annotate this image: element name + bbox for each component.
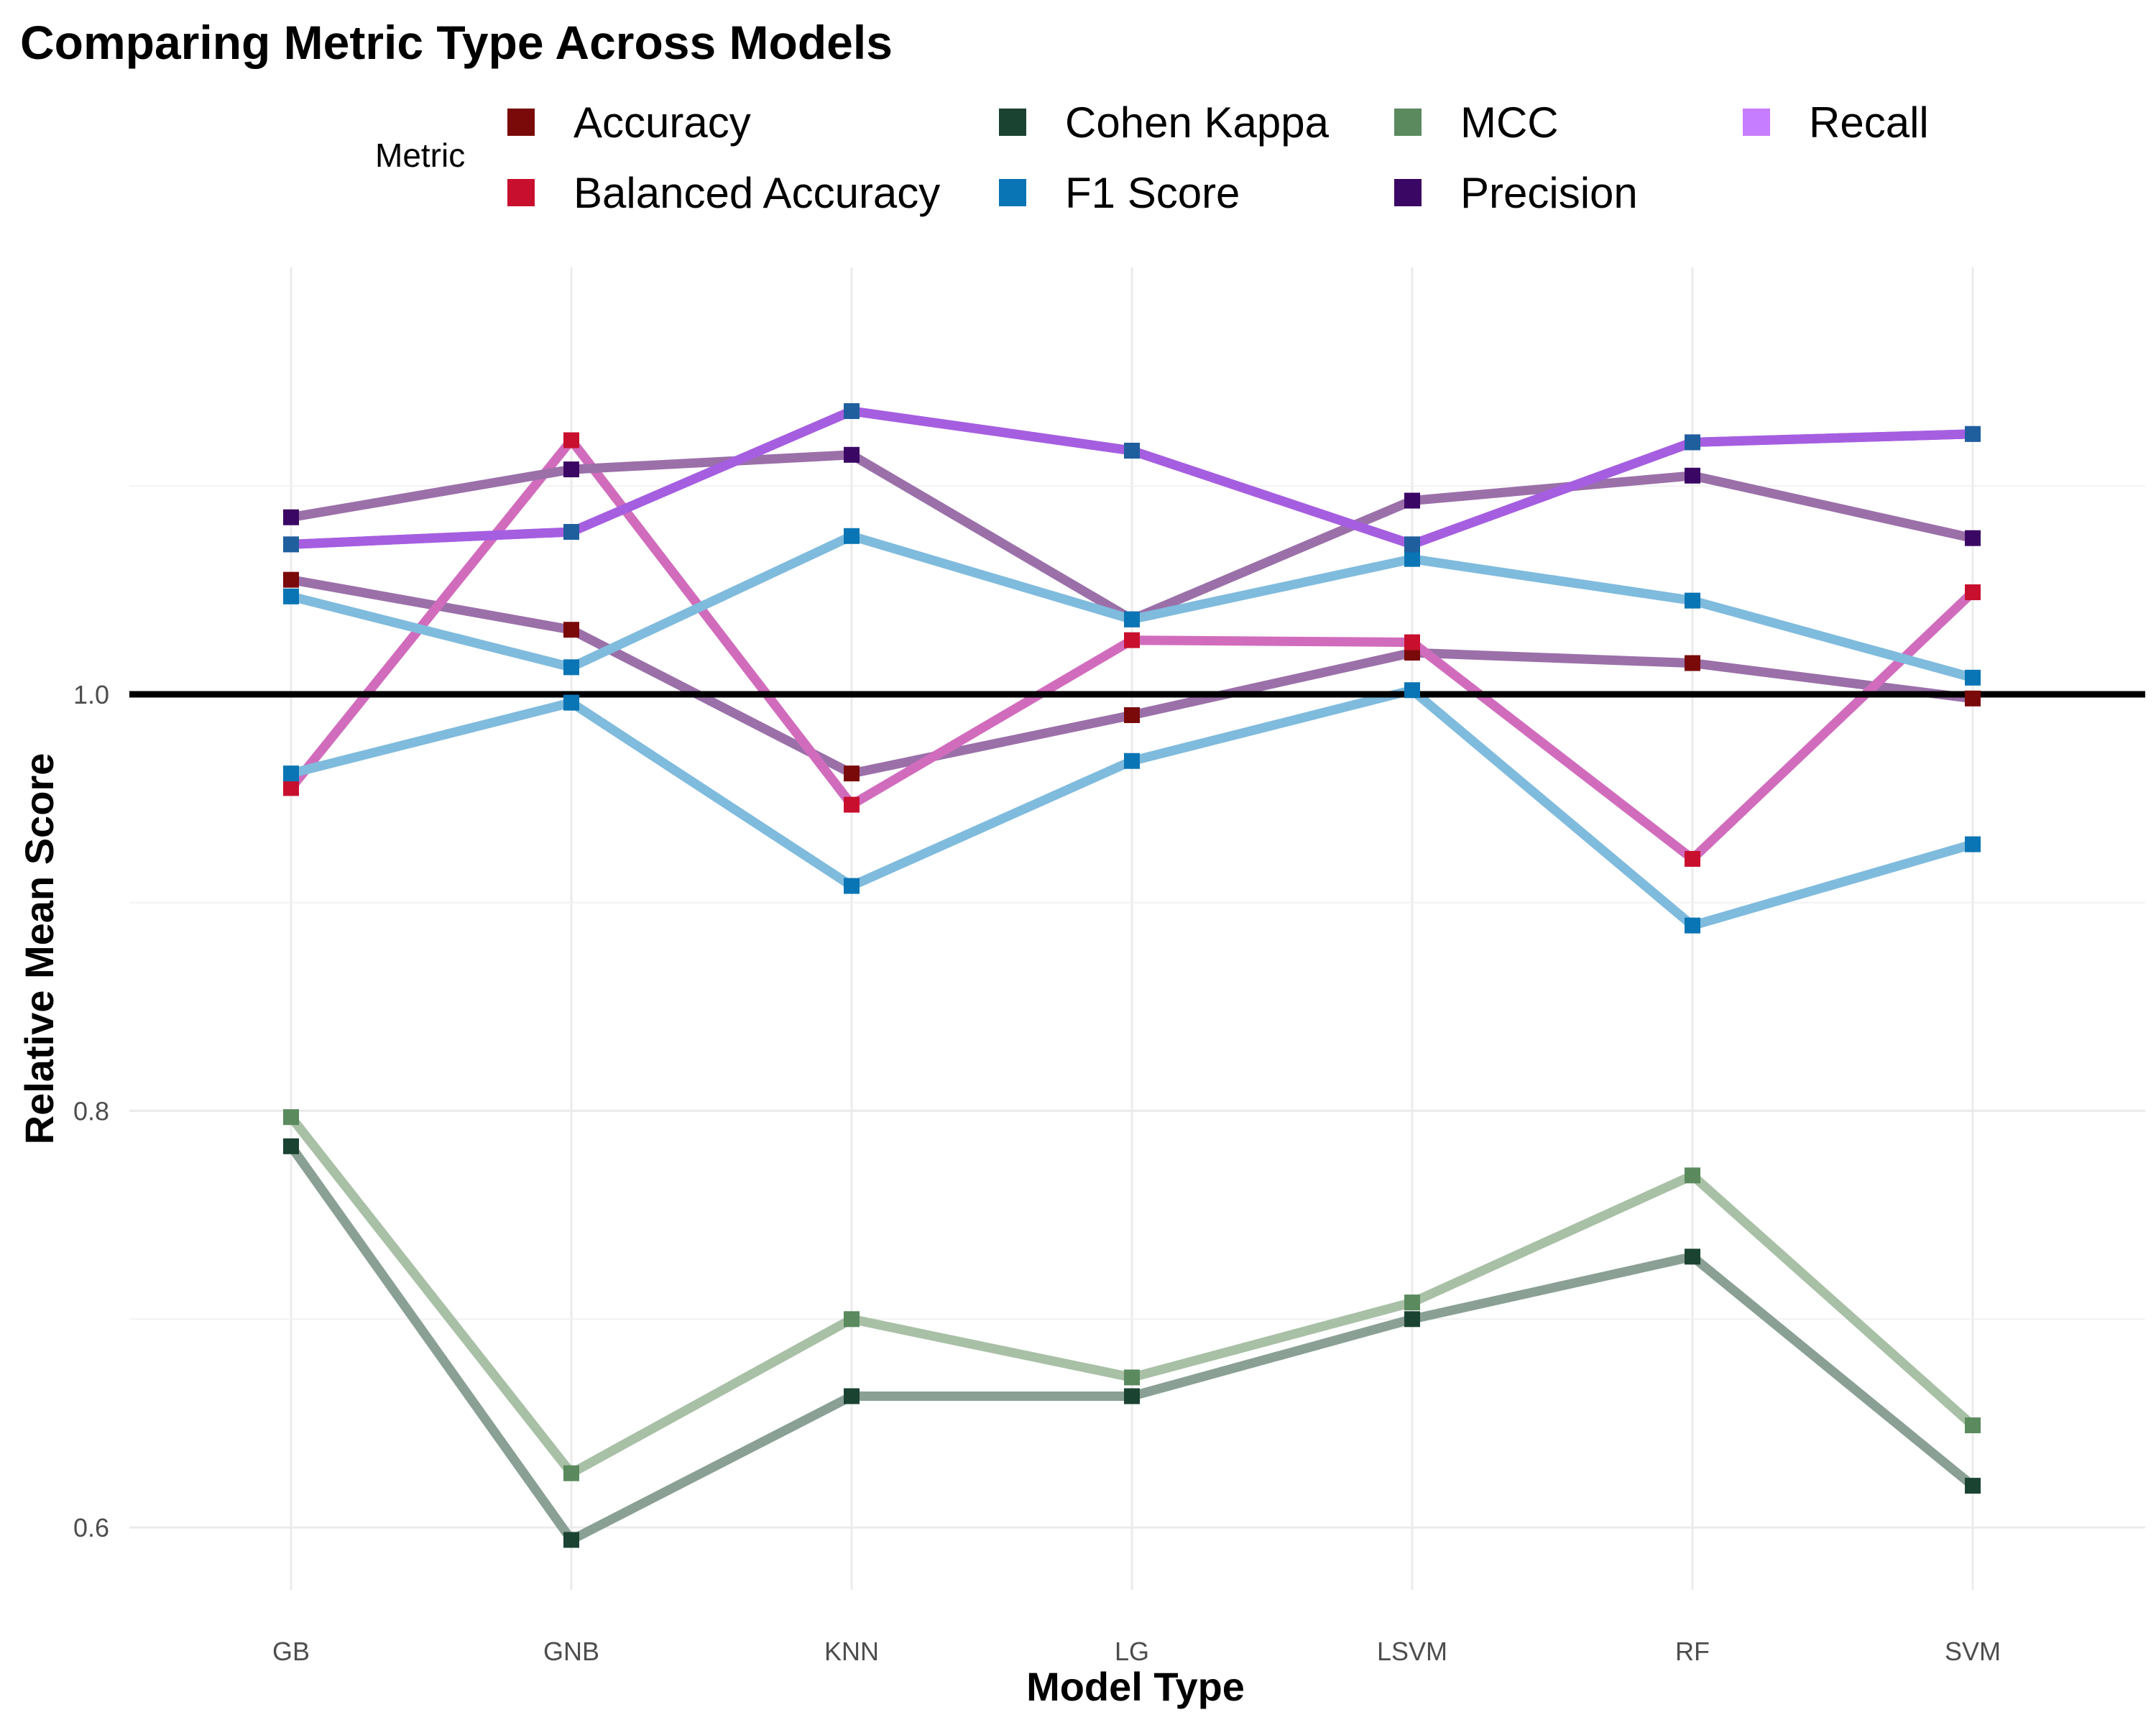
legend-key <box>1394 109 1422 136</box>
data-point <box>1685 850 1700 867</box>
data-point <box>563 622 579 638</box>
x-tick-label: KNN <box>824 1637 879 1666</box>
legend-title: Metric <box>375 137 465 174</box>
markers-layer <box>283 402 1981 1548</box>
data-point <box>1965 690 1981 707</box>
data-point <box>1965 530 1981 546</box>
data-point <box>563 694 579 711</box>
data-point <box>844 528 860 544</box>
data-point <box>1965 836 1981 852</box>
data-point <box>844 796 860 813</box>
data-point <box>563 1465 579 1481</box>
x-axis-title: Model Type <box>1026 1664 1245 1709</box>
data-point <box>1124 632 1140 648</box>
data-point <box>283 588 299 604</box>
legend-key <box>999 179 1026 206</box>
legend-label: Precision <box>1460 169 1638 217</box>
x-tick-label: RF <box>1675 1637 1710 1666</box>
legend-label: Cohen Kappa <box>1065 98 1330 147</box>
data-point <box>1685 592 1700 609</box>
x-tick-label: GNB <box>543 1637 599 1666</box>
legend-key <box>999 109 1026 136</box>
legend-label: Accuracy <box>573 98 751 147</box>
data-point <box>1685 917 1700 934</box>
y-tick-label: 0.8 <box>73 1097 109 1126</box>
data-point <box>844 765 860 782</box>
data-point <box>1685 1167 1700 1184</box>
data-point <box>283 1109 299 1126</box>
x-tick-label: LSVM <box>1377 1637 1447 1666</box>
y-tick-label: 0.6 <box>73 1513 109 1542</box>
data-point <box>283 536 299 553</box>
data-point <box>1965 426 1981 442</box>
x-tick-label: GB <box>272 1637 310 1666</box>
legend-label: MCC <box>1460 98 1559 147</box>
legend-key <box>507 179 535 206</box>
data-point <box>844 446 860 463</box>
legend-key <box>1743 109 1770 136</box>
legend-label: F1 Score <box>1065 169 1240 217</box>
data-point <box>1404 492 1420 509</box>
data-point <box>1404 1294 1420 1311</box>
legend-key <box>1394 179 1422 206</box>
data-point <box>1965 1417 1981 1434</box>
data-point <box>563 432 579 448</box>
legend-label: Recall <box>1809 98 1929 147</box>
data-point <box>1404 634 1420 650</box>
x-tick-label: SVM <box>1945 1637 2001 1666</box>
data-point <box>1404 536 1420 553</box>
data-point <box>563 1532 579 1548</box>
data-point <box>283 1138 299 1154</box>
data-point <box>1965 584 1981 601</box>
x-tick-label: LG <box>1115 1637 1149 1666</box>
tick-labels: GB GNB KNN LG LSVM RF SVM 0.6 0.8 1.0 <box>73 680 2001 1666</box>
data-point <box>1124 611 1140 627</box>
y-tick-label: 1.0 <box>73 680 109 709</box>
legend: Metric Accuracy Balanced Accuracy Cohen Ka… <box>375 98 1929 217</box>
chart-title: Comparing Metric Type Across Models <box>20 16 893 69</box>
data-point <box>1965 1478 1981 1494</box>
legend-key <box>507 109 535 136</box>
data-point <box>1404 682 1420 699</box>
data-point <box>563 461 579 478</box>
data-point <box>283 765 299 782</box>
data-point <box>1404 1311 1420 1328</box>
data-point <box>844 1388 860 1404</box>
data-point <box>1685 1248 1700 1265</box>
data-point <box>283 571 299 588</box>
data-point <box>1685 434 1700 451</box>
data-point <box>1124 753 1140 769</box>
data-point <box>1685 467 1700 484</box>
data-point <box>1124 1369 1140 1386</box>
data-point <box>1124 442 1140 459</box>
data-point <box>283 780 299 796</box>
data-point <box>1685 655 1700 671</box>
data-point <box>1404 551 1420 567</box>
data-point <box>563 524 579 540</box>
legend-label: Balanced Accuracy <box>573 169 940 217</box>
data-point <box>844 878 860 894</box>
data-point <box>283 509 299 525</box>
data-point <box>844 402 860 419</box>
data-point <box>1124 707 1140 723</box>
data-point <box>1965 669 1981 686</box>
data-point <box>563 659 579 676</box>
data-point <box>1124 1388 1140 1404</box>
data-point <box>844 1311 860 1328</box>
y-axis-title: Relative Mean Score <box>17 753 62 1145</box>
